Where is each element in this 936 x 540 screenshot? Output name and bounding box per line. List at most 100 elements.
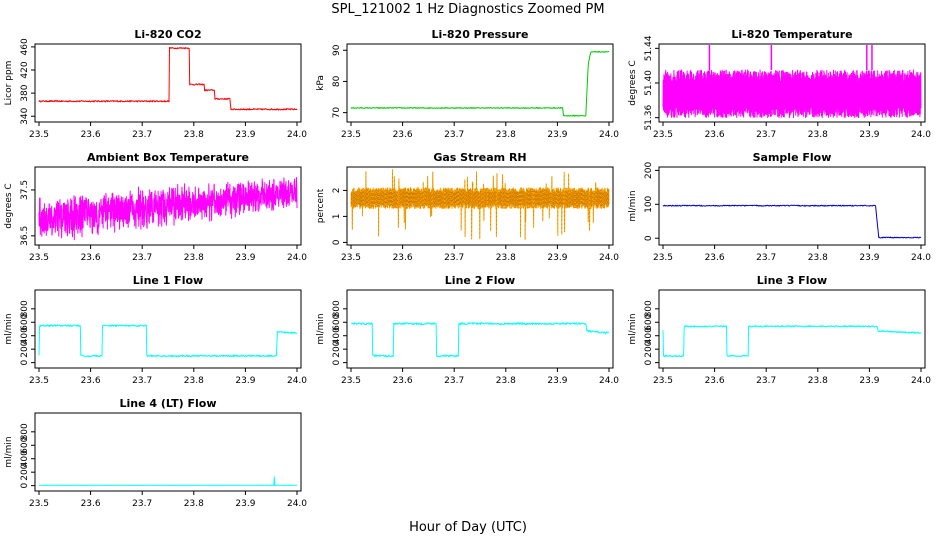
panel-title: Gas Stream RH — [433, 151, 526, 164]
plot-frame — [346, 289, 614, 369]
series-line — [662, 69, 922, 119]
series-group — [38, 176, 298, 241]
x-tick-label: 23.5 — [653, 376, 673, 386]
panel-title: Line 3 Flow — [757, 274, 827, 287]
y-tick-label: 800 — [20, 300, 30, 317]
panel-9: Line 4 (LT) Flow ml/min 23.5 23.6 23.7 23.8 23… — [4, 397, 307, 509]
y-tick-label: 600 — [20, 313, 30, 330]
series-group — [38, 476, 298, 486]
panel-title: Line 1 Flow — [133, 274, 203, 287]
y-tick-label: 200 — [644, 162, 654, 179]
x-tick-label: 23.7 — [756, 253, 776, 263]
figure-xlabel: Hour of Day (UTC) — [409, 520, 527, 535]
y-tick-label: 0 — [20, 359, 30, 365]
y-tick-label: 1 — [332, 214, 342, 220]
x-tick-label: 23.9 — [235, 130, 255, 140]
x-tick-label: 23.8 — [184, 130, 204, 140]
x-tick-label: 23.6 — [705, 376, 725, 386]
series-line — [38, 46, 298, 111]
x-tick-label: 23.7 — [756, 376, 776, 386]
x-tick-label: 23.7 — [132, 130, 152, 140]
x-tick-label: 23.6 — [81, 130, 101, 140]
panel-title: Sample Flow — [753, 151, 832, 164]
y-axis-label: ml/min — [628, 190, 638, 221]
y-tick-label: 800 — [332, 300, 342, 317]
y-tick-label: 400 — [332, 327, 342, 344]
x-tick-label: 23.9 — [547, 376, 567, 386]
panel-1: Li-820 Pressure kPa 23.5 23.6 23.7 23.8 23.9 24… — [316, 28, 619, 140]
x-tick-label: 23.6 — [81, 376, 101, 386]
y-tick-label: 70 — [332, 107, 342, 119]
x-tick-label: 23.8 — [496, 253, 516, 263]
y-tick-label: 0 — [644, 235, 654, 241]
x-tick-label: 23.7 — [132, 253, 152, 263]
plot-frame — [658, 289, 926, 369]
y-tick-label: 340 — [20, 107, 30, 124]
y-axis-label: Licor ppm — [4, 61, 14, 106]
series-line — [38, 476, 298, 486]
y-axis-label: ml/min — [4, 436, 14, 467]
x-tick-label: 23.5 — [341, 130, 361, 140]
panel-6: Line 1 Flow ml/min 23.5 23.6 23.7 23.8 23.9 24.… — [4, 274, 307, 386]
series-group — [662, 325, 922, 358]
x-tick-label: 24.0 — [287, 376, 307, 386]
y-tick-label: 400 — [20, 327, 30, 344]
series-group — [351, 322, 610, 358]
panel-title: Line 4 (LT) Flow — [120, 397, 217, 410]
x-tick-label: 24.0 — [911, 253, 931, 263]
x-tick-label: 23.8 — [808, 376, 828, 386]
y-axis-label: degrees C — [4, 183, 14, 228]
y-axis-label: degrees C — [628, 60, 638, 105]
x-tick-label: 23.6 — [705, 253, 725, 263]
y-axis-label: ml/min — [628, 313, 638, 344]
y-axis-label: kPa — [316, 75, 326, 91]
series-points — [350, 169, 610, 240]
y-tick-label: 51.36 — [644, 105, 654, 131]
y-tick-label: 420 — [20, 61, 30, 78]
x-tick-label: 24.0 — [287, 130, 307, 140]
panel-3: Ambient Box Temperature degrees C 23.5 23.6… — [4, 151, 307, 263]
plot-frame — [34, 289, 302, 369]
y-tick-label: 0 — [644, 359, 654, 365]
x-tick-label: 23.5 — [653, 130, 673, 140]
panel-title: Li-820 CO2 — [134, 28, 201, 41]
x-tick-label: 23.8 — [184, 499, 204, 509]
figure-title: SPL_121002 1 Hz Diagnostics Zoomed PM — [331, 2, 604, 17]
y-tick-label: 2 — [332, 188, 342, 194]
x-tick-label: 23.5 — [29, 499, 49, 509]
x-tick-label: 23.9 — [235, 376, 255, 386]
x-tick-label: 24.0 — [599, 130, 619, 140]
y-tick-label: 200 — [20, 340, 30, 357]
y-tick-label: 380 — [20, 84, 30, 101]
series-line — [662, 204, 922, 239]
y-tick-label: 90 — [332, 44, 342, 56]
x-tick-label: 23.9 — [235, 253, 255, 263]
x-tick-label: 23.9 — [547, 130, 567, 140]
series-line — [350, 50, 610, 117]
y-tick-label: 51.44 — [644, 35, 654, 61]
y-tick-label: 600 — [644, 313, 654, 330]
series-group — [38, 324, 297, 358]
y-axis-label: ml/min — [4, 313, 14, 344]
y-tick-label: 100 — [644, 195, 654, 212]
x-tick-label: 23.9 — [859, 376, 879, 386]
x-tick-label: 23.7 — [444, 376, 464, 386]
x-tick-label: 23.8 — [808, 253, 828, 263]
x-tick-label: 24.0 — [287, 253, 307, 263]
y-tick-label: 600 — [20, 436, 30, 453]
series-group — [38, 46, 298, 111]
x-tick-label: 23.8 — [184, 253, 204, 263]
y-tick-label: 400 — [20, 450, 30, 467]
y-tick-label: 80 — [332, 75, 342, 87]
x-tick-label: 23.6 — [393, 130, 413, 140]
x-tick-label: 23.7 — [132, 376, 152, 386]
x-tick-label: 23.6 — [81, 253, 101, 263]
series-group — [662, 204, 922, 239]
y-tick-label: 200 — [644, 340, 654, 357]
y-tick-label: 0 — [332, 239, 342, 245]
series-line — [662, 325, 922, 358]
x-tick-label: 23.7 — [132, 499, 152, 509]
x-tick-label: 24.0 — [911, 376, 931, 386]
panel-4: Gas Stream RH percent 23.5 23.6 23.7 23.8 23.9… — [316, 151, 619, 263]
